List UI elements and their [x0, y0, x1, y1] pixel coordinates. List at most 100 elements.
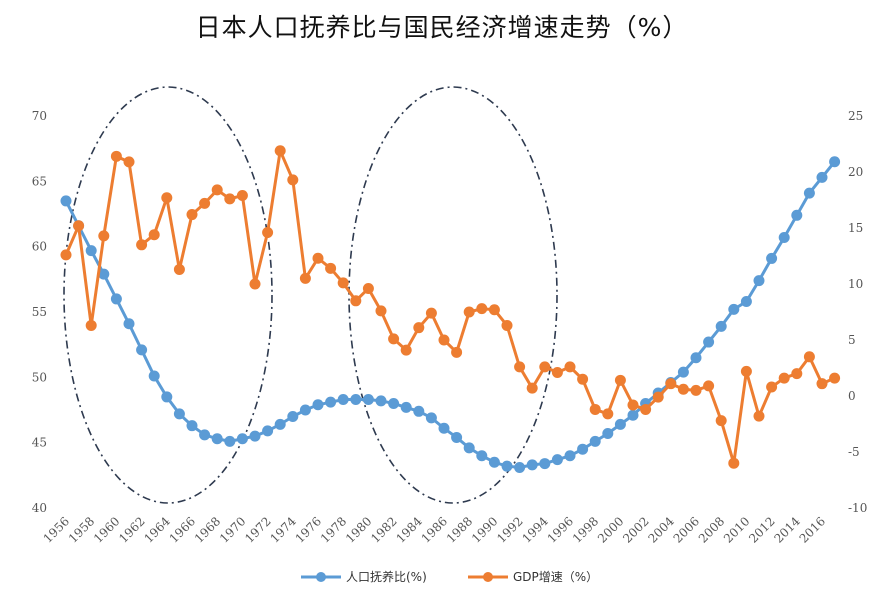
x-tick-label: 2006	[671, 514, 702, 545]
data-point	[451, 431, 463, 443]
data-point	[123, 318, 135, 330]
data-point	[148, 229, 160, 241]
data-point	[98, 230, 110, 242]
data-point	[526, 459, 538, 471]
data-point	[589, 435, 601, 447]
legend-marker	[316, 572, 326, 582]
y-right-tick-label: 20	[848, 165, 863, 179]
data-point	[211, 184, 223, 196]
data-point	[199, 197, 211, 209]
x-tick-label: 1988	[444, 514, 475, 545]
x-tick-label: 1962	[116, 514, 147, 545]
data-point	[539, 458, 551, 470]
x-tick-label: 2014	[771, 514, 803, 546]
data-point	[110, 293, 122, 305]
data-point	[778, 372, 790, 384]
data-point	[728, 303, 740, 315]
x-tick-label: 1968	[192, 514, 223, 545]
y-left-tick-label: 50	[32, 370, 47, 384]
data-point	[577, 443, 589, 455]
data-point	[551, 454, 563, 466]
data-point	[173, 408, 185, 420]
data-point	[640, 403, 652, 415]
data-point	[728, 457, 740, 469]
data-point	[312, 399, 324, 411]
data-point	[85, 245, 97, 257]
data-point	[110, 150, 122, 162]
data-point	[488, 304, 500, 316]
data-point	[60, 249, 72, 261]
x-tick-label: 1984	[393, 514, 425, 546]
y-right-tick-label: -10	[848, 501, 867, 515]
data-point	[388, 333, 400, 345]
y-right-tick-label: 10	[848, 277, 863, 291]
data-point	[98, 268, 110, 280]
y-right-tick-label: -5	[848, 445, 860, 459]
data-point	[224, 435, 236, 447]
data-point	[488, 456, 500, 468]
y-left-tick-label: 40	[32, 501, 47, 515]
data-point	[539, 361, 551, 373]
x-tick-label: 2008	[696, 514, 727, 545]
data-point	[388, 397, 400, 409]
data-point	[400, 344, 412, 356]
data-point	[476, 303, 488, 315]
data-point	[501, 460, 513, 472]
x-tick-label: 1986	[419, 514, 450, 545]
data-point	[413, 322, 425, 334]
data-point	[161, 391, 173, 403]
x-tick-label: 1976	[293, 514, 324, 545]
y-left-tick-label: 55	[32, 305, 47, 319]
legend-label: GDP增速（%）	[513, 570, 598, 584]
data-point	[816, 378, 828, 390]
x-tick-label: 1960	[91, 514, 122, 545]
data-point	[199, 429, 211, 441]
x-tick-label: 1974	[267, 514, 299, 546]
data-point	[224, 193, 236, 205]
data-point	[614, 418, 626, 430]
data-point	[186, 209, 198, 221]
data-point	[236, 190, 248, 202]
y-left-tick-label: 45	[32, 436, 47, 450]
data-point	[123, 156, 135, 168]
data-point	[299, 404, 311, 416]
data-point	[703, 336, 715, 348]
data-point	[614, 374, 626, 386]
data-point	[577, 373, 589, 385]
data-point	[337, 277, 349, 289]
data-point	[438, 334, 450, 346]
data-point	[375, 395, 387, 407]
highlight-ellipses	[63, 86, 558, 504]
data-point	[425, 307, 437, 319]
data-point	[602, 408, 614, 420]
y-left-tick-label: 60	[32, 240, 47, 254]
x-tick-label: 1970	[217, 514, 248, 545]
data-point	[652, 391, 664, 403]
data-point	[325, 396, 337, 408]
data-point	[362, 282, 374, 294]
data-point	[249, 430, 261, 442]
data-point	[564, 450, 576, 462]
x-tick-label: 1964	[141, 514, 173, 546]
data-point	[677, 383, 689, 395]
data-point	[136, 239, 148, 251]
data-point	[627, 399, 639, 411]
data-point	[287, 174, 299, 186]
data-point	[753, 410, 765, 422]
x-tick-label: 1978	[318, 514, 349, 545]
x-tick-label: 1990	[469, 514, 500, 545]
data-point	[186, 420, 198, 432]
data-point	[715, 320, 727, 332]
data-point	[690, 384, 702, 396]
data-point	[791, 368, 803, 380]
data-point	[425, 412, 437, 424]
data-point	[766, 252, 778, 264]
x-tick-label: 2016	[797, 514, 828, 545]
data-point	[262, 425, 274, 437]
y-right-tick-label: 0	[848, 389, 856, 403]
x-tick-label: 1956	[41, 514, 72, 545]
data-point	[236, 433, 248, 445]
y-left-tick-label: 70	[32, 109, 47, 123]
x-tick-label: 1958	[66, 514, 97, 545]
data-point	[514, 361, 526, 373]
